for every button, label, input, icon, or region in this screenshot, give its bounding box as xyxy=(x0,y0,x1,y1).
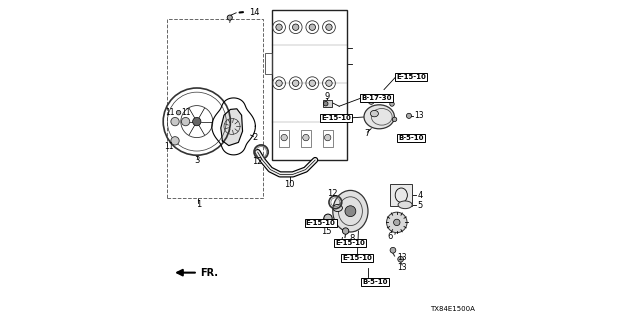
Ellipse shape xyxy=(364,105,394,129)
Text: 4: 4 xyxy=(418,191,423,200)
Circle shape xyxy=(176,110,181,115)
Circle shape xyxy=(276,80,282,86)
Bar xyxy=(167,19,263,198)
Text: 14: 14 xyxy=(249,8,259,17)
Text: TX84E1500A: TX84E1500A xyxy=(430,306,475,312)
Circle shape xyxy=(392,117,397,122)
Text: 13: 13 xyxy=(397,263,406,272)
Polygon shape xyxy=(221,109,243,146)
Circle shape xyxy=(326,24,332,30)
Bar xyxy=(323,100,332,107)
Bar xyxy=(272,10,347,160)
Text: B-17-30: B-17-30 xyxy=(361,95,392,101)
Circle shape xyxy=(342,228,349,234)
Text: 1: 1 xyxy=(196,200,201,209)
Circle shape xyxy=(387,212,407,233)
Circle shape xyxy=(171,137,179,145)
Circle shape xyxy=(292,80,299,86)
Ellipse shape xyxy=(333,190,368,232)
Circle shape xyxy=(193,117,201,126)
Text: 13: 13 xyxy=(397,253,407,262)
Text: E-15-10: E-15-10 xyxy=(342,255,372,261)
Circle shape xyxy=(398,256,404,262)
Ellipse shape xyxy=(371,110,378,117)
Circle shape xyxy=(324,134,331,141)
Text: 13: 13 xyxy=(415,111,424,120)
Text: 11: 11 xyxy=(182,108,191,117)
Text: 7: 7 xyxy=(365,129,370,138)
Circle shape xyxy=(309,80,316,86)
Text: 3: 3 xyxy=(194,156,200,164)
Text: E-15-10: E-15-10 xyxy=(321,115,351,121)
Ellipse shape xyxy=(398,201,412,209)
Circle shape xyxy=(324,214,332,222)
Circle shape xyxy=(182,117,189,126)
Circle shape xyxy=(390,102,394,106)
Text: 6: 6 xyxy=(388,232,393,241)
Circle shape xyxy=(345,206,356,217)
Text: FR.: FR. xyxy=(200,268,218,278)
Circle shape xyxy=(309,24,316,30)
Circle shape xyxy=(406,113,412,118)
Circle shape xyxy=(303,134,309,141)
Text: 12: 12 xyxy=(328,189,338,198)
Text: 12: 12 xyxy=(252,157,263,166)
Text: E-15-10: E-15-10 xyxy=(306,220,335,226)
Circle shape xyxy=(390,247,396,253)
Circle shape xyxy=(281,134,287,141)
Text: E-15-10: E-15-10 xyxy=(396,74,426,80)
Bar xyxy=(301,130,311,147)
Circle shape xyxy=(369,99,374,104)
Circle shape xyxy=(326,80,332,86)
Text: 8: 8 xyxy=(349,234,355,243)
Bar xyxy=(390,184,412,206)
Bar xyxy=(265,53,272,74)
Text: 9: 9 xyxy=(324,92,330,100)
Circle shape xyxy=(276,24,282,30)
Circle shape xyxy=(227,15,232,20)
Text: B-5-10: B-5-10 xyxy=(398,135,424,140)
Text: 5: 5 xyxy=(418,201,423,210)
Text: 10: 10 xyxy=(284,180,295,188)
Text: 15: 15 xyxy=(321,227,332,236)
Bar xyxy=(279,130,289,147)
Circle shape xyxy=(171,117,179,126)
Text: 2: 2 xyxy=(252,133,258,142)
Text: 11: 11 xyxy=(164,142,173,151)
Text: 11: 11 xyxy=(165,108,174,117)
Text: B-5-10: B-5-10 xyxy=(362,279,388,284)
Circle shape xyxy=(394,219,400,226)
Ellipse shape xyxy=(333,204,342,212)
Text: E-15-10: E-15-10 xyxy=(335,240,365,246)
Circle shape xyxy=(292,24,299,30)
Bar xyxy=(323,130,333,147)
Circle shape xyxy=(323,101,328,106)
